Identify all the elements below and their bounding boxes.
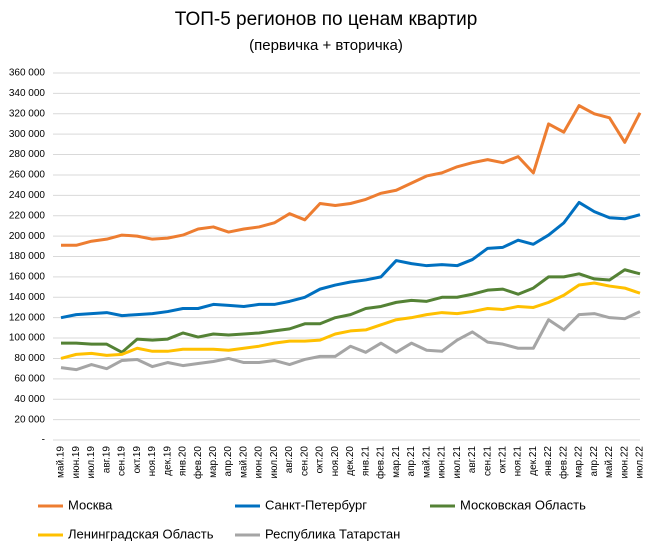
x-tick-label: фев.21 [375,446,387,479]
x-tick-label: июн.21 [437,446,448,479]
y-tick-label: 80 000 [14,353,45,364]
y-tick-label: 360 000 [9,68,46,79]
series-line [60,310,641,372]
x-tick-label: июн.19 [71,446,82,479]
x-tick-label: май.19 [56,446,67,478]
y-tick-label: 120 000 [9,312,46,323]
x-tick-label: ноя.21 [513,446,524,477]
y-tick-label: 100 000 [9,333,46,344]
x-tick-label: авг.20 [284,446,295,474]
legend-label: Ленинградская Область [68,526,214,541]
x-tick-label: апр.20 [223,446,234,477]
y-tick-label: 260 000 [9,170,46,181]
x-tick-label: июл.20 [269,446,280,479]
y-tick-label: 280 000 [9,149,46,160]
series-line [61,268,641,354]
x-tick-label: мар.21 [391,446,402,478]
x-tick-label: окт.19 [132,446,143,474]
x-tick-label: ноя.20 [330,446,341,477]
chart-title: ТОП-5 регионов по ценам квартир [175,9,478,30]
x-tick-label: дек.19 [162,446,173,476]
x-tick-label: май.22 [604,446,615,478]
legend-label: Москва [68,497,113,512]
x-tick-label: дек.21 [528,446,539,476]
x-tick-label: мар.20 [208,446,219,478]
x-tick-label: авг.21 [467,446,478,474]
x-tick-label: июн.22 [619,446,630,479]
y-tick-label: 240 000 [9,190,46,201]
x-tick-label: апр.22 [589,446,600,477]
x-tick-label: май.20 [238,446,249,478]
y-tick-label: 20 000 [14,414,45,425]
y-tick-label: 160 000 [9,272,46,283]
y-tick-label: 200 000 [9,231,46,242]
y-tick-label: 60 000 [14,373,45,384]
x-tick-label: фев.22 [557,446,569,479]
legend-label: Московская Область [460,497,586,512]
x-tick-label: июл.21 [452,446,463,479]
y-tick-label: 40 000 [14,394,45,405]
y-tick-label: 140 000 [9,292,46,303]
y-tick-label: 300 000 [9,129,46,140]
y-tick-label: 320 000 [9,108,46,119]
x-tick-label: янв.21 [360,446,371,477]
series-line [60,281,641,360]
x-tick-label: янв.22 [543,446,554,477]
x-tick-label: июл.19 [86,446,97,479]
chart-subtitle: (первичка + вторичка) [249,37,403,54]
series-line [61,104,642,247]
x-tick-label: сен.19 [117,446,128,476]
legend-label: Республика Татарстан [265,526,400,541]
x-tick-label: окт.20 [315,446,326,474]
x-tick-label: окт.21 [498,446,509,474]
x-tick-label: фев.20 [192,446,204,479]
series-line [60,200,641,320]
x-tick-label: июн.20 [254,446,265,479]
x-tick-label: июл.22 [635,446,646,479]
x-tick-label: сен.20 [299,446,310,476]
x-tick-label: апр.21 [406,446,417,477]
y-tick-label: - [42,435,45,446]
x-tick-label: авг.19 [101,446,112,474]
x-tick-label: сен.21 [482,446,493,476]
x-tick-label: май.21 [421,446,432,478]
legend-label: Санкт-Петербург [265,497,367,512]
x-tick-label: мар.22 [574,446,585,478]
y-tick-label: 180 000 [9,251,46,262]
y-tick-label: 220 000 [9,210,46,221]
x-tick-label: дек.20 [345,446,356,476]
y-tick-label: 340 000 [9,88,46,99]
x-tick-label: ноя.19 [147,446,158,477]
x-tick-label: янв.20 [178,446,189,477]
